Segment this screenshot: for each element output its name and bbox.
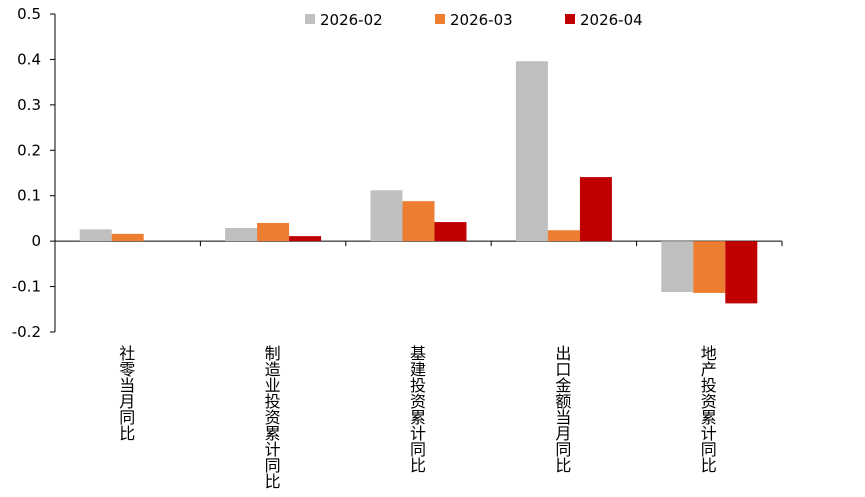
bar bbox=[225, 227, 258, 242]
bar bbox=[370, 190, 403, 242]
legend-swatch bbox=[435, 14, 445, 24]
y-tick-label: 0.1 bbox=[17, 187, 41, 205]
bar bbox=[515, 61, 548, 242]
bar bbox=[402, 201, 435, 242]
y-tick-label: -0.2 bbox=[12, 323, 41, 341]
bar bbox=[693, 241, 726, 293]
bar bbox=[579, 177, 612, 242]
y-tick-label: 0.4 bbox=[17, 50, 41, 68]
bar bbox=[289, 236, 322, 242]
legend-label: 2026-02 bbox=[320, 11, 383, 29]
y-tick-label: 0.2 bbox=[17, 141, 41, 159]
legend-swatch bbox=[565, 14, 575, 24]
y-tick-label: -0.1 bbox=[12, 278, 41, 296]
bar bbox=[79, 229, 112, 242]
bar bbox=[434, 222, 467, 242]
bar bbox=[547, 230, 580, 242]
bar bbox=[111, 233, 144, 242]
x-tick-label: 地产投资累计同比 bbox=[698, 345, 717, 473]
legend-swatch bbox=[305, 14, 315, 24]
x-tick-label: 社零当月同比 bbox=[116, 345, 135, 441]
bar bbox=[725, 241, 758, 304]
legend-label: 2026-04 bbox=[580, 11, 643, 29]
y-tick-label: 0.5 bbox=[17, 5, 41, 23]
x-tick-label: 制造业投资累计同比 bbox=[262, 345, 281, 489]
legend-label: 2026-03 bbox=[450, 11, 513, 29]
y-tick-label: 0.3 bbox=[17, 96, 41, 114]
bar bbox=[257, 222, 290, 242]
y-tick-label: 0 bbox=[31, 232, 41, 250]
x-tick-label: 基建投资累计同比 bbox=[407, 345, 426, 473]
x-tick-label: 出口金额当月同比 bbox=[552, 345, 571, 473]
bar bbox=[661, 241, 694, 293]
